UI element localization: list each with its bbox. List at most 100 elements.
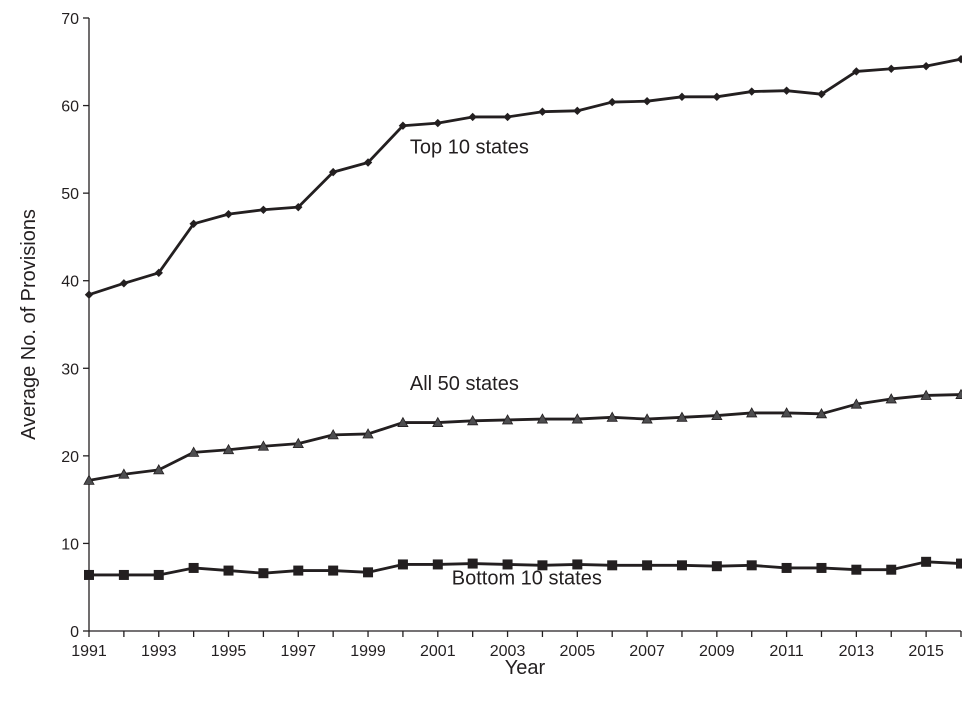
series-labels: Top 10 states All 50 states Bottom 10 stat… bbox=[410, 137, 602, 590]
tick-labels: 0 10 20 30 40 50 60 70 1991 1993 1995 1997 1999 2001 2… bbox=[61, 11, 944, 660]
series-line bbox=[88, 57, 962, 297]
data-point bbox=[886, 564, 897, 575]
data-point bbox=[84, 290, 94, 299]
data-point bbox=[816, 562, 827, 573]
data-point bbox=[956, 54, 962, 64]
data-point bbox=[501, 414, 514, 425]
data-point bbox=[642, 560, 653, 571]
y-tick-label: 20 bbox=[61, 449, 79, 466]
axes bbox=[83, 17, 962, 637]
data-point bbox=[397, 416, 409, 427]
data-point bbox=[432, 416, 444, 427]
data-point bbox=[747, 87, 756, 96]
x-tick-label: 2013 bbox=[839, 643, 875, 660]
data-point bbox=[398, 121, 408, 130]
data-point bbox=[293, 565, 304, 576]
data-point bbox=[259, 205, 268, 214]
data-point bbox=[118, 569, 129, 580]
data-point bbox=[257, 440, 270, 451]
y-tick-label: 10 bbox=[61, 536, 79, 553]
data-point bbox=[327, 429, 339, 440]
y-axis-title: Average No. of Provisions bbox=[18, 209, 40, 440]
data-point bbox=[746, 560, 757, 571]
data-point bbox=[468, 112, 477, 122]
data-point bbox=[362, 428, 374, 439]
data-point bbox=[536, 413, 549, 424]
x-tick-label: 2011 bbox=[769, 643, 804, 660]
data-point bbox=[258, 568, 269, 579]
x-tick-label: 2015 bbox=[908, 643, 944, 660]
y-tick-label: 70 bbox=[61, 11, 79, 28]
data-point bbox=[781, 562, 792, 573]
series-top-10-states bbox=[84, 54, 962, 299]
data-point bbox=[292, 437, 304, 448]
data-point bbox=[850, 398, 863, 409]
data-point bbox=[885, 393, 897, 404]
data-point bbox=[224, 209, 233, 219]
data-point bbox=[817, 89, 826, 99]
series-label: Top 10 states bbox=[410, 137, 529, 159]
x-axis-title: Year bbox=[505, 657, 546, 679]
data-point bbox=[711, 409, 723, 420]
x-tick-label: 2007 bbox=[629, 643, 665, 660]
data-point bbox=[571, 413, 583, 424]
data-point bbox=[188, 562, 199, 573]
data-point bbox=[294, 202, 303, 212]
data-point bbox=[433, 118, 442, 128]
data-point bbox=[154, 268, 163, 278]
x-tick-label: 2003 bbox=[490, 643, 526, 660]
data-point bbox=[782, 86, 791, 95]
data-point bbox=[887, 64, 896, 73]
x-tick-label: 1993 bbox=[141, 643, 177, 660]
x-tick-label: 2009 bbox=[699, 643, 735, 660]
data-point bbox=[467, 558, 478, 569]
data-point bbox=[920, 389, 932, 400]
data-point bbox=[84, 569, 94, 580]
data-point bbox=[503, 112, 512, 122]
data-point bbox=[677, 92, 687, 102]
series-all-50-states bbox=[83, 388, 962, 485]
data-point bbox=[432, 559, 443, 570]
data-point bbox=[815, 407, 828, 419]
data-point bbox=[607, 560, 618, 571]
data-point bbox=[363, 567, 374, 578]
x-tick-label: 1995 bbox=[211, 643, 247, 660]
data-point bbox=[83, 474, 95, 485]
y-tick-label: 30 bbox=[61, 361, 79, 378]
series-bottom-10-states bbox=[84, 556, 962, 580]
series bbox=[83, 54, 962, 580]
data-point bbox=[467, 415, 479, 426]
data-point bbox=[746, 407, 758, 418]
x-tick-label: 1999 bbox=[350, 643, 386, 660]
data-point bbox=[711, 561, 722, 572]
data-point bbox=[118, 468, 130, 479]
data-point bbox=[537, 560, 548, 571]
data-point bbox=[676, 560, 687, 571]
y-tick-label: 0 bbox=[70, 624, 79, 641]
data-point bbox=[956, 558, 962, 569]
data-point bbox=[712, 92, 722, 102]
series-label: Bottom 10 states bbox=[452, 568, 602, 590]
data-point bbox=[572, 559, 583, 570]
data-point bbox=[608, 97, 617, 107]
x-tick-label: 2001 bbox=[420, 643, 456, 660]
data-point bbox=[119, 279, 129, 288]
data-point bbox=[222, 443, 235, 455]
data-point bbox=[676, 411, 688, 422]
data-point bbox=[538, 107, 547, 116]
data-point bbox=[573, 106, 582, 116]
series-label: All 50 states bbox=[410, 373, 519, 395]
x-tick-label: 2005 bbox=[560, 643, 596, 660]
data-point bbox=[642, 96, 652, 106]
y-tick-label: 60 bbox=[61, 99, 79, 116]
data-point bbox=[397, 559, 408, 570]
data-point bbox=[780, 407, 793, 418]
y-tick-label: 50 bbox=[61, 186, 79, 203]
data-point bbox=[189, 219, 198, 228]
series-line bbox=[89, 560, 962, 577]
data-point bbox=[921, 61, 931, 71]
x-tick-label: 1997 bbox=[280, 643, 316, 660]
data-point bbox=[502, 559, 513, 570]
data-point bbox=[852, 67, 861, 76]
